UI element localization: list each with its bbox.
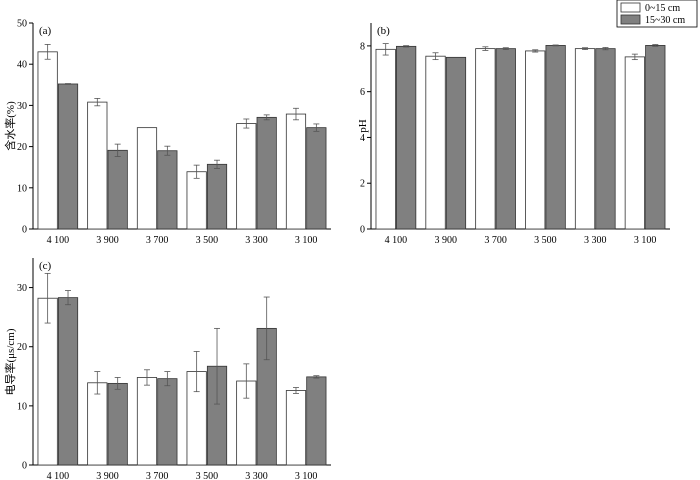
y-tick-label: 10 bbox=[17, 401, 27, 412]
bar-series-1 bbox=[595, 48, 616, 230]
y-tick-label: 20 bbox=[17, 142, 27, 153]
bar-series-1 bbox=[445, 56, 467, 230]
x-tick-label: 3 100 bbox=[295, 471, 318, 480]
bar-series-1 bbox=[107, 149, 128, 230]
bar-series-0 bbox=[136, 127, 158, 230]
x-tick-label: 3 300 bbox=[245, 471, 268, 480]
bar-series-0 bbox=[285, 113, 307, 230]
bar-series-0 bbox=[375, 48, 396, 230]
x-tick-label: 3 500 bbox=[196, 235, 219, 246]
y-tick-label: 10 bbox=[17, 183, 27, 194]
legend-swatch-series-0 bbox=[620, 2, 641, 13]
legend-label-series-1: 15~30 cm bbox=[645, 15, 685, 26]
bar-series-0 bbox=[624, 56, 645, 230]
chart-panel-c: 0 10 20 30 4 100 3 900 3 700 3 500 3 300 3 100 (c)… bbox=[3, 258, 331, 480]
bar-series-0 bbox=[186, 171, 207, 230]
panel-label: (a) bbox=[39, 25, 52, 37]
x-tick-label: 3 700 bbox=[146, 471, 169, 480]
bar-series-1 bbox=[306, 376, 327, 466]
legend-label-series-0: 0~15 cm bbox=[645, 3, 680, 14]
bar-series-1 bbox=[157, 150, 178, 230]
bar-series-1 bbox=[645, 45, 666, 230]
bar-series-0 bbox=[285, 390, 307, 466]
bar-series-1 bbox=[107, 382, 128, 466]
bar-series-1 bbox=[396, 45, 417, 230]
bar-series-0 bbox=[37, 51, 58, 230]
y-axis-label: 含水率(%) bbox=[3, 101, 17, 151]
y-axis-label: pH bbox=[357, 119, 369, 133]
y-tick-label: 30 bbox=[17, 283, 27, 294]
panel-label: (c) bbox=[39, 260, 52, 272]
y-tick-label: 4 bbox=[360, 133, 365, 144]
x-tick-label: 3 300 bbox=[584, 235, 607, 246]
x-tick-label: 3 500 bbox=[534, 235, 557, 246]
x-tick-label: 3 700 bbox=[146, 235, 169, 246]
x-tick-label: 3 900 bbox=[96, 235, 119, 246]
bar-series-1 bbox=[57, 297, 79, 466]
bar-series-0 bbox=[425, 55, 446, 230]
y-tick-label: 2 bbox=[360, 179, 365, 190]
bar-series-1 bbox=[495, 48, 516, 230]
x-tick-label: 4 100 bbox=[385, 235, 408, 246]
bar-series-0 bbox=[525, 50, 546, 230]
bar-series-1 bbox=[206, 163, 228, 230]
y-tick-label: 50 bbox=[17, 19, 27, 30]
chart-panel-a: 0 10 20 30 40 50 4 100 3 900 3 700 3 500 3 300 3 10… bbox=[3, 19, 331, 246]
x-tick-label: 3 900 bbox=[435, 235, 458, 246]
bar-series-1 bbox=[545, 45, 566, 230]
x-tick-label: 3 100 bbox=[295, 235, 318, 246]
bar-series-0 bbox=[236, 123, 257, 230]
bar-series-1 bbox=[306, 127, 327, 230]
bar-series-0 bbox=[475, 48, 496, 230]
y-tick-label: 0 bbox=[22, 225, 27, 236]
y-tick-label: 6 bbox=[360, 87, 365, 98]
chart-panel-b: 0 2 4 6 8 4 100 3 900 3 700 3 500 3 300 3 100 (b) pH bbox=[357, 23, 670, 246]
bar-series-0 bbox=[136, 377, 158, 466]
bar-series-0 bbox=[574, 48, 596, 230]
bar-series-1 bbox=[157, 378, 178, 466]
bar-series-0 bbox=[87, 382, 108, 466]
bar-series-1 bbox=[57, 83, 79, 230]
legend-swatch-series-1 bbox=[620, 14, 641, 25]
x-tick-label: 4 100 bbox=[47, 471, 70, 480]
x-tick-label: 4 100 bbox=[47, 235, 70, 246]
y-tick-label: 20 bbox=[17, 342, 27, 353]
y-tick-label: 8 bbox=[360, 41, 365, 52]
panel-label: (b) bbox=[377, 25, 390, 37]
x-tick-label: 3 500 bbox=[196, 471, 219, 480]
y-tick-label: 30 bbox=[17, 101, 27, 112]
y-tick-label: 0 bbox=[22, 461, 27, 472]
bar-series-0 bbox=[87, 101, 108, 230]
x-tick-label: 3 300 bbox=[245, 235, 268, 246]
y-tick-label: 40 bbox=[17, 60, 27, 71]
x-tick-label: 3 100 bbox=[634, 235, 657, 246]
y-axis-label: 电导率(μs/cm) bbox=[3, 328, 17, 395]
bar-series-1 bbox=[256, 116, 277, 230]
legend: 0~15 cm 15~30 cm bbox=[616, 0, 698, 28]
x-tick-label: 3 900 bbox=[96, 471, 119, 480]
y-tick-label: 0 bbox=[360, 225, 365, 236]
x-tick-label: 3 700 bbox=[484, 235, 507, 246]
